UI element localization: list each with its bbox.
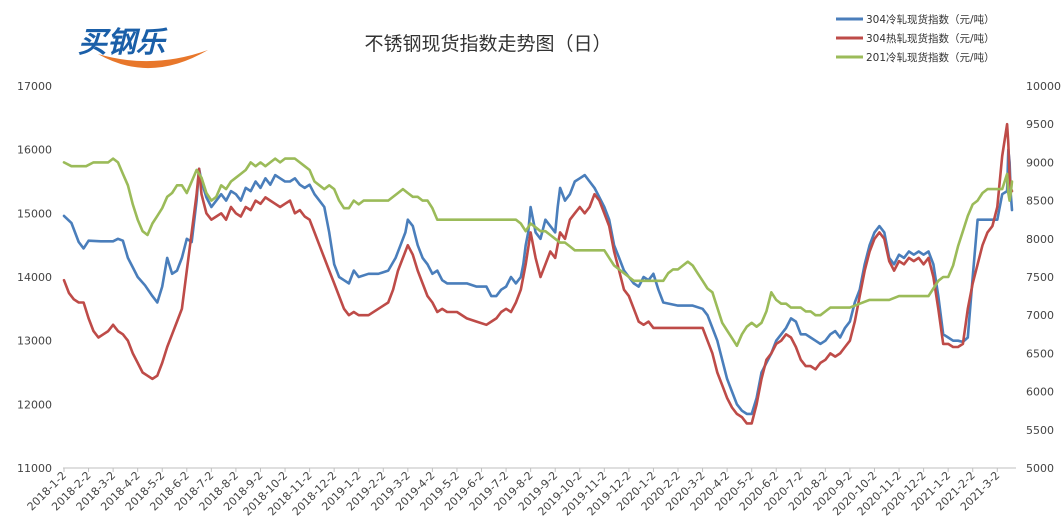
right-tick-label: 10000 bbox=[1026, 80, 1061, 93]
right-tick-label: 5000 bbox=[1026, 462, 1054, 475]
right-tick-label: 8500 bbox=[1026, 195, 1054, 208]
series-layer bbox=[62, 122, 1014, 425]
left-tick-label: 15000 bbox=[17, 207, 52, 220]
left-tick-label: 16000 bbox=[17, 144, 52, 157]
left-tick-label: 17000 bbox=[17, 80, 52, 93]
logo-text: 买钢乐 bbox=[78, 25, 168, 59]
legend-label: 304热轧现货指数（元/吨） bbox=[866, 32, 995, 45]
legend-label: 201冷轧现货指数（元/吨） bbox=[866, 51, 995, 64]
chart-title: 不锈钢现货指数走势图（日） bbox=[364, 33, 611, 55]
right-tick-label: 6000 bbox=[1026, 386, 1054, 399]
left-tick-label: 11000 bbox=[17, 462, 52, 475]
series-304-hot-rolled-line bbox=[62, 122, 1014, 425]
right-tick-label: 7500 bbox=[1026, 271, 1054, 284]
legend: 304冷轧现货指数（元/吨） 304热轧现货指数（元/吨） 201冷轧现货指数（元/… bbox=[836, 13, 995, 64]
right-tick-label: 9500 bbox=[1026, 118, 1054, 131]
right-tick-label: 8000 bbox=[1026, 233, 1054, 246]
right-tick-label: 9000 bbox=[1026, 156, 1054, 169]
left-tick-label: 14000 bbox=[17, 271, 52, 284]
right-tick-label: 6500 bbox=[1026, 347, 1054, 360]
right-y-axis: 5000 5500 6000 6500 7000 7500 8000 8500 9000 9500… bbox=[1026, 80, 1061, 475]
legend-label: 304冷轧现货指数（元/吨） bbox=[866, 13, 995, 26]
logo: 买钢乐 bbox=[78, 25, 208, 69]
right-tick-label: 5500 bbox=[1026, 424, 1054, 437]
x-axis: 2018-1-22018-2-22018-3-22018-4-22018-5-2… bbox=[25, 468, 1002, 518]
series-201-cold-rolled-line bbox=[62, 157, 1014, 348]
series-304-cold-rolled-line bbox=[62, 148, 1014, 416]
logo-swoosh bbox=[98, 50, 208, 69]
left-tick-label: 12000 bbox=[17, 398, 52, 411]
left-y-axis: 11000 12000 13000 14000 15000 16000 17000 bbox=[17, 80, 52, 475]
left-tick-label: 13000 bbox=[17, 335, 52, 348]
right-tick-label: 7000 bbox=[1026, 309, 1054, 322]
